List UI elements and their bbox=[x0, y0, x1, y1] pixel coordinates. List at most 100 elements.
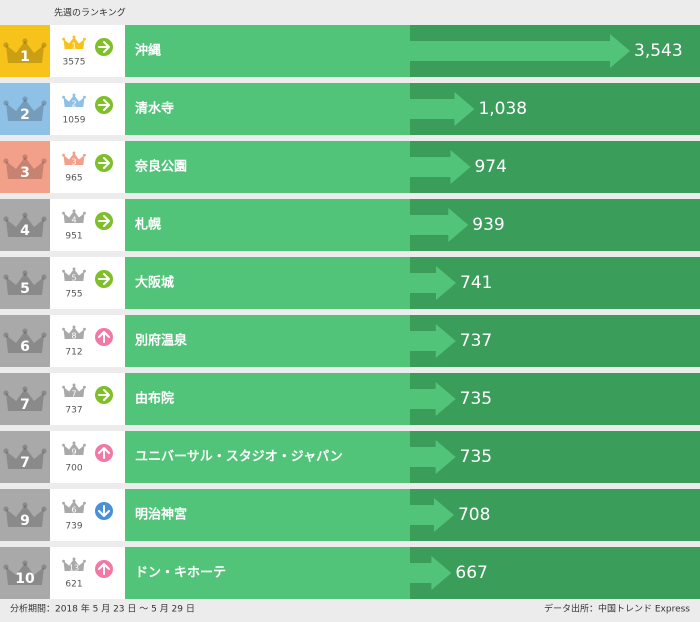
value-arrow bbox=[410, 324, 456, 358]
prev-cell bbox=[50, 431, 125, 483]
rank-cell bbox=[0, 25, 50, 77]
value: 735 bbox=[460, 447, 492, 467]
name-cell bbox=[125, 489, 410, 541]
crown bbox=[63, 94, 85, 108]
crown-jewel bbox=[22, 96, 28, 102]
rank-cell bbox=[0, 315, 50, 367]
name: 札幌 bbox=[134, 217, 161, 233]
crown-jewel bbox=[41, 158, 47, 164]
prev-cell bbox=[50, 141, 125, 193]
value-cell bbox=[410, 431, 700, 483]
crown-jewel bbox=[41, 506, 47, 512]
crown bbox=[6, 505, 44, 527]
crown-jewel bbox=[3, 274, 9, 280]
crown bbox=[6, 215, 44, 237]
trend-arrow bbox=[98, 273, 110, 285]
crown-jewel bbox=[3, 506, 9, 512]
crown bbox=[63, 268, 85, 282]
rank: 5 bbox=[20, 281, 30, 297]
crown-jewel bbox=[62, 501, 65, 505]
crown bbox=[6, 41, 44, 63]
prev-rank: 7 bbox=[71, 390, 76, 399]
name: 別府温泉 bbox=[134, 333, 188, 349]
crown bbox=[63, 326, 85, 340]
header: 先週のランキング bbox=[54, 7, 126, 19]
crown-jewel bbox=[62, 559, 65, 563]
crown bbox=[63, 384, 85, 398]
crown bbox=[63, 558, 85, 572]
value: 741 bbox=[460, 273, 492, 293]
prev-rank: 3 bbox=[71, 158, 76, 167]
rank-cell bbox=[0, 431, 50, 483]
crown-jewel bbox=[3, 42, 9, 48]
crown-jewel bbox=[62, 327, 65, 331]
crown-jewel bbox=[41, 332, 47, 338]
name-cell bbox=[125, 25, 410, 77]
crown bbox=[6, 331, 44, 353]
crown-jewel bbox=[62, 385, 65, 389]
value-arrow bbox=[410, 440, 456, 474]
name-cell bbox=[125, 199, 410, 251]
crown-jewel bbox=[83, 443, 86, 447]
crown-jewel bbox=[83, 153, 86, 157]
prev-value: 712 bbox=[65, 348, 82, 358]
crown-jewel bbox=[22, 386, 28, 392]
value-cell bbox=[410, 373, 700, 425]
crown-jewel bbox=[72, 93, 76, 97]
crown-jewel bbox=[22, 502, 28, 508]
value-arrow bbox=[410, 208, 469, 242]
crown bbox=[63, 210, 85, 224]
name: 大阪城 bbox=[135, 275, 174, 291]
rank-cell bbox=[0, 373, 50, 425]
name: 由布院 bbox=[135, 391, 174, 407]
name-cell bbox=[125, 257, 410, 309]
crown-jewel bbox=[62, 153, 65, 157]
value: 737 bbox=[460, 331, 492, 351]
crown-jewel bbox=[72, 209, 76, 213]
crown-jewel bbox=[83, 327, 86, 331]
name: 沖縄 bbox=[135, 43, 161, 59]
value-cell bbox=[410, 547, 700, 599]
crown-jewel bbox=[83, 95, 86, 99]
crown bbox=[6, 99, 44, 121]
value-cell bbox=[410, 315, 700, 367]
value: 3,543 bbox=[634, 41, 683, 61]
period: 分析期間：2018 年 5 月 23 日 ～ 5 月 29 日 bbox=[10, 603, 195, 615]
crown-jewel bbox=[41, 42, 47, 48]
prev-cell bbox=[50, 373, 125, 425]
prev-rank: 8 bbox=[71, 332, 76, 341]
value: 735 bbox=[460, 389, 492, 409]
crown-jewel bbox=[72, 151, 76, 155]
crown bbox=[6, 157, 44, 179]
crown-jewel bbox=[22, 270, 28, 276]
rank: 1 bbox=[20, 49, 30, 65]
prev-value: 1059 bbox=[63, 116, 86, 126]
prev-cell bbox=[50, 257, 125, 309]
crown bbox=[63, 36, 85, 50]
prev-value: 737 bbox=[65, 406, 82, 416]
prev-cell bbox=[50, 547, 125, 599]
rank: 4 bbox=[20, 223, 30, 239]
trend-arrow bbox=[98, 331, 110, 343]
crown-jewel bbox=[72, 383, 76, 387]
source: データ出所：中国トレンド Express bbox=[544, 603, 690, 615]
prev-rank: 13 bbox=[69, 564, 79, 573]
value-arrow bbox=[410, 382, 456, 416]
crown-jewel bbox=[3, 100, 9, 106]
trend-arrow bbox=[98, 215, 110, 227]
rank: 9 bbox=[20, 513, 30, 529]
value: 939 bbox=[472, 215, 504, 235]
value-arrow bbox=[410, 34, 630, 68]
trend-arrow bbox=[98, 505, 110, 517]
crown-jewel bbox=[72, 499, 76, 503]
crown-jewel bbox=[3, 158, 9, 164]
crown bbox=[63, 152, 85, 166]
crown-jewel bbox=[41, 216, 47, 222]
trend-arrow bbox=[98, 447, 110, 459]
rank: 7 bbox=[20, 455, 30, 471]
value: 667 bbox=[455, 563, 487, 583]
crown-jewel bbox=[62, 269, 65, 273]
crown-jewel bbox=[41, 274, 47, 280]
rank: 3 bbox=[20, 165, 30, 181]
prev-cell bbox=[50, 199, 125, 251]
